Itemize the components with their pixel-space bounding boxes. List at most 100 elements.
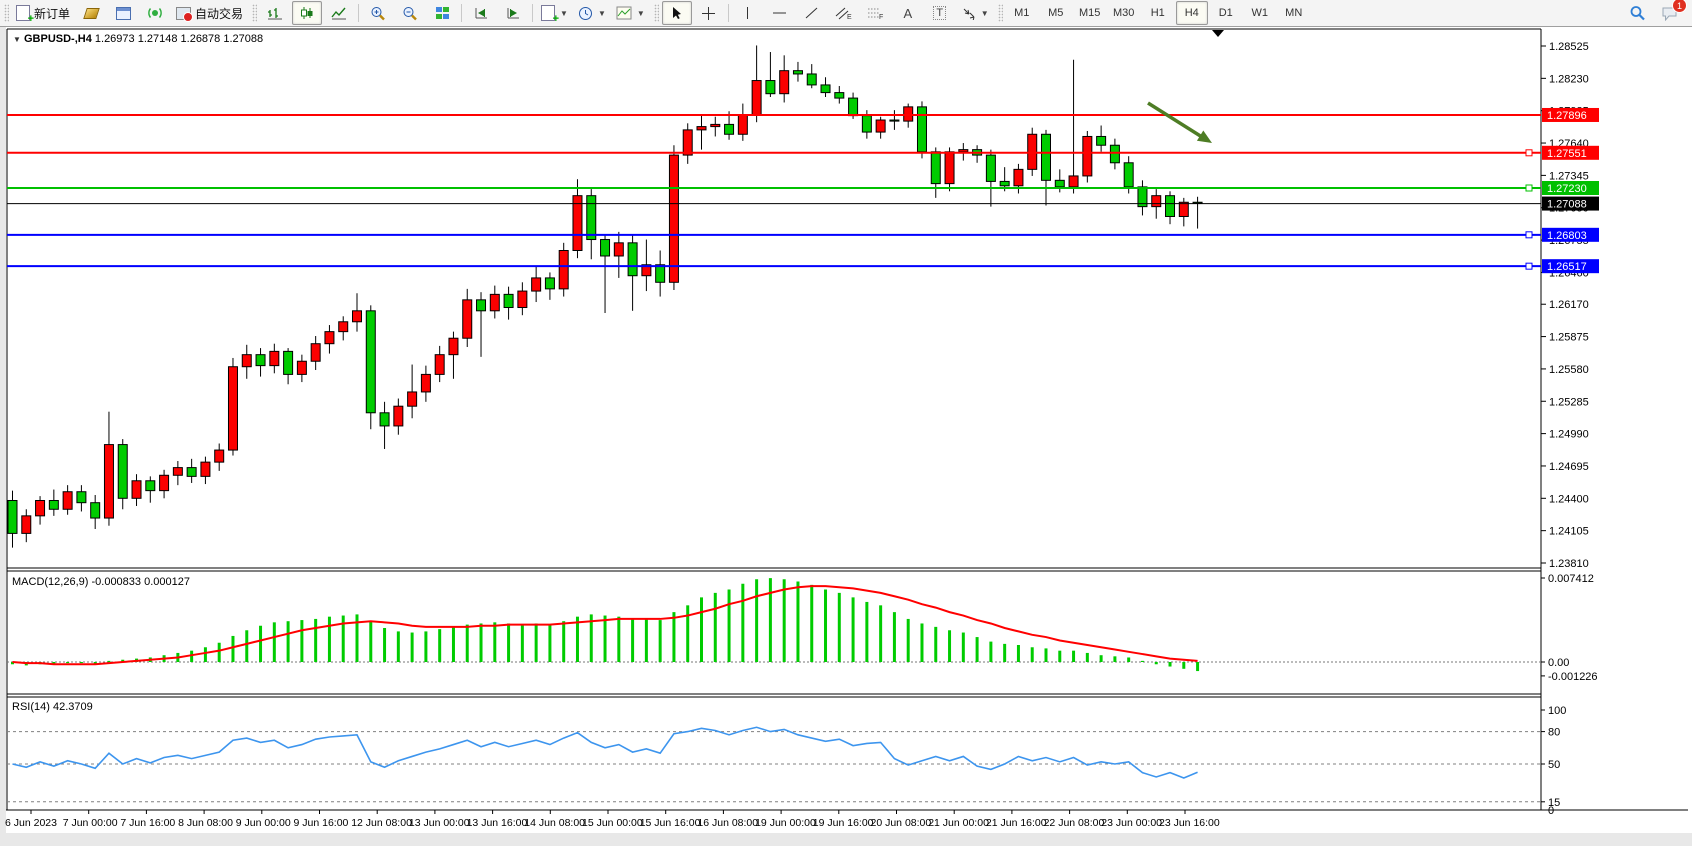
search-button[interactable] xyxy=(1622,1,1652,25)
horizontal-line-tool[interactable] xyxy=(765,1,795,25)
chart-shift-button[interactable] xyxy=(498,1,528,25)
label-tool[interactable]: T xyxy=(925,1,955,25)
toolbar-separator xyxy=(532,4,534,22)
chevron-down-icon: ▼ xyxy=(636,8,645,18)
timeframe-MN[interactable]: MN xyxy=(1285,7,1303,19)
crosshair-button[interactable] xyxy=(694,1,724,25)
timeframe-M1[interactable]: M1 xyxy=(1014,7,1030,19)
hline-1.26803[interactable] xyxy=(7,231,1541,239)
timeframe-H4[interactable]: H4 xyxy=(1175,1,1208,25)
price-axis-label: 1.27345 xyxy=(1549,170,1589,182)
time-axis-label: 9 Jun 00:00 xyxy=(236,817,291,829)
new-order-button[interactable]: + 新订单 xyxy=(12,1,74,25)
price-tag-text: 1.27230 xyxy=(1547,183,1587,195)
timeframe-M15[interactable]: M15 xyxy=(1079,7,1101,19)
market-watch-button[interactable] xyxy=(76,1,106,25)
toolbar-grip[interactable] xyxy=(252,4,258,22)
timeframe-M30[interactable]: M30 xyxy=(1113,7,1135,19)
template-icon xyxy=(616,6,632,20)
notification-badge: 1 xyxy=(1672,0,1687,13)
candle-bull xyxy=(572,195,583,251)
hline-1.26517[interactable] xyxy=(7,262,1541,270)
chevron-down-icon: ▼ xyxy=(980,8,989,18)
data-window-button[interactable] xyxy=(108,1,138,25)
zoom-out-button[interactable] xyxy=(395,1,425,25)
cursor-button[interactable] xyxy=(661,1,692,25)
bar-chart-button[interactable] xyxy=(260,1,290,25)
timeframe-W1[interactable]: W1 xyxy=(1251,7,1268,19)
indicators-button[interactable]: + ▼ xyxy=(537,1,572,25)
candle-bear xyxy=(186,467,197,477)
autotrading-button[interactable]: 自动交易 xyxy=(172,1,247,25)
candle-bear xyxy=(283,350,294,375)
text-tool[interactable]: A xyxy=(893,1,923,25)
time-axis-label: 7 Jun 00:00 xyxy=(63,817,118,829)
svg-text:E: E xyxy=(847,14,852,20)
price-tag-1.27088: 1.27088 xyxy=(1542,196,1599,211)
timeframe-H1[interactable]: H1 xyxy=(1150,7,1165,19)
hline-handle[interactable] xyxy=(1525,184,1533,192)
toolbar-grip[interactable] xyxy=(997,4,1003,22)
candle-bear xyxy=(985,154,996,182)
zoom-in-button[interactable] xyxy=(363,1,393,25)
templates-button[interactable]: ▼ xyxy=(612,1,649,25)
time-axis-label: 21 Jun 00:00 xyxy=(928,817,989,829)
toolbar-grip[interactable] xyxy=(4,4,9,22)
label-tool-icon: T xyxy=(933,6,947,20)
candlestick-chart-button[interactable] xyxy=(292,1,323,25)
vertical-line-tool[interactable] xyxy=(733,1,763,25)
trendline-icon xyxy=(805,7,818,19)
chart-background xyxy=(6,27,1692,833)
candle-bull xyxy=(62,491,73,510)
candle-bear xyxy=(655,264,666,283)
candle-bull xyxy=(420,373,431,393)
line-chart-button[interactable] xyxy=(324,1,354,25)
chart-symbol-period: GBPUSD-,H4 xyxy=(23,33,92,45)
collapse-triangle-icon[interactable]: ▼ xyxy=(13,35,21,44)
candle-bear xyxy=(600,239,611,257)
hline-handle[interactable] xyxy=(1525,262,1533,270)
chart-shift-icon xyxy=(507,8,519,19)
trendline-tool[interactable] xyxy=(797,1,827,25)
chart-shift-marker[interactable] xyxy=(1212,30,1224,37)
macd-pane: 0.007412 0.00 -0.001226 xyxy=(7,573,1598,683)
timeframe-D1[interactable]: D1 xyxy=(1218,7,1233,19)
tile-windows-button[interactable] xyxy=(427,1,457,25)
time-axis-label: 22 Jun 08:00 xyxy=(1044,817,1105,829)
hline-1.27230[interactable] xyxy=(7,184,1541,192)
hline-handle[interactable] xyxy=(1525,149,1533,157)
macd-indicator-label: MACD(12,26,9) -0.000833 0.000127 xyxy=(12,576,190,588)
price-axis-label: 1.28525 xyxy=(1549,41,1589,53)
hline-1.27551[interactable] xyxy=(7,149,1541,157)
macd-axis-label: 0.007412 xyxy=(1548,573,1594,585)
periods-button[interactable]: ▼ xyxy=(574,1,610,25)
candle-bear xyxy=(503,293,514,309)
candle-bear xyxy=(627,242,638,277)
fibonacci-tool[interactable]: F xyxy=(861,1,891,25)
candle-bull xyxy=(214,449,225,463)
arrows-tool[interactable]: ▼ xyxy=(957,1,993,25)
time-axis-label: 16 Jun 08:00 xyxy=(697,817,758,829)
candle-bear xyxy=(889,119,900,122)
auto-scroll-button[interactable] xyxy=(466,1,496,25)
timeframe-M5[interactable]: M5 xyxy=(1048,7,1064,19)
candle-bull xyxy=(875,119,886,133)
hline-handle[interactable] xyxy=(1525,231,1533,239)
notifications-button[interactable]: 1 xyxy=(1654,0,1687,25)
candle-bull xyxy=(531,277,542,292)
signal-icon xyxy=(148,8,162,18)
candle-bear xyxy=(7,499,18,534)
candle-bull xyxy=(737,114,748,135)
equidistant-channel-tool[interactable]: E xyxy=(829,1,859,25)
line-chart-icon xyxy=(331,7,347,20)
rsi-axis-label: 15 xyxy=(1548,797,1560,809)
toolbar-grip[interactable] xyxy=(653,4,659,22)
clock-icon xyxy=(578,6,592,20)
trend-arrow-annotation[interactable] xyxy=(1147,101,1212,143)
signals-button[interactable] xyxy=(140,1,170,25)
candle-bull xyxy=(172,467,183,476)
svg-text:F: F xyxy=(879,14,883,20)
candle-bull xyxy=(35,499,46,517)
candle-bull xyxy=(1013,168,1024,187)
time-axis-label: 14 Jun 08:00 xyxy=(524,817,585,829)
